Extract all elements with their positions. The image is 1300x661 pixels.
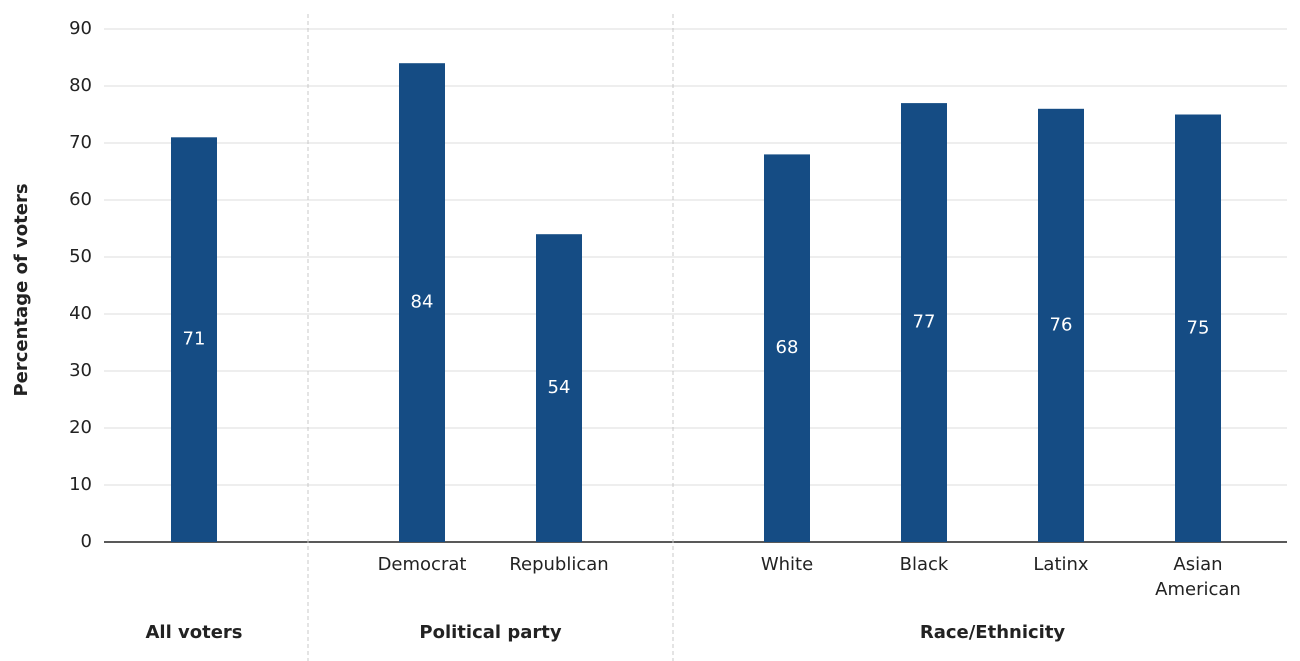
x-tick-label: Black (899, 554, 949, 575)
value-label: 77 (913, 312, 936, 333)
x-tick-label: White (760, 554, 814, 575)
y-tick-label: 20 (69, 417, 92, 438)
y-tick-label: 60 (69, 189, 92, 210)
y-axis-label: Percentage of voters (11, 183, 32, 396)
x-tick-label: Republican (509, 554, 609, 575)
bar (764, 154, 810, 542)
y-tick-label: 30 (69, 360, 92, 381)
y-tick-label: 70 (69, 132, 92, 153)
value-label: 75 (1187, 317, 1210, 338)
value-label: 71 (183, 329, 206, 350)
bar (901, 103, 947, 542)
y-tick-label: 90 (69, 18, 92, 39)
y-tick-label: 10 (69, 474, 92, 495)
value-label: 76 (1050, 314, 1073, 335)
bar (399, 63, 445, 542)
value-label: 84 (411, 292, 434, 313)
group-label: Political party (419, 622, 561, 643)
x-tick-label: Latinx (1033, 554, 1089, 575)
group-label: All voters (145, 622, 242, 643)
y-tick-label: 80 (69, 75, 92, 96)
y-tick-label: 40 (69, 303, 92, 324)
bar (536, 234, 582, 542)
value-label: 68 (776, 337, 799, 358)
group-label: Race/Ethnicity (920, 622, 1066, 643)
y-tick-label: 0 (81, 531, 92, 552)
bar (1175, 114, 1221, 542)
value-label: 54 (548, 377, 571, 398)
x-tick-label: Democrat (377, 554, 467, 575)
y-tick-label: 50 (69, 246, 92, 267)
x-tick-label: Asian American (1155, 554, 1241, 600)
bar (171, 137, 217, 543)
bar (1038, 108, 1084, 543)
